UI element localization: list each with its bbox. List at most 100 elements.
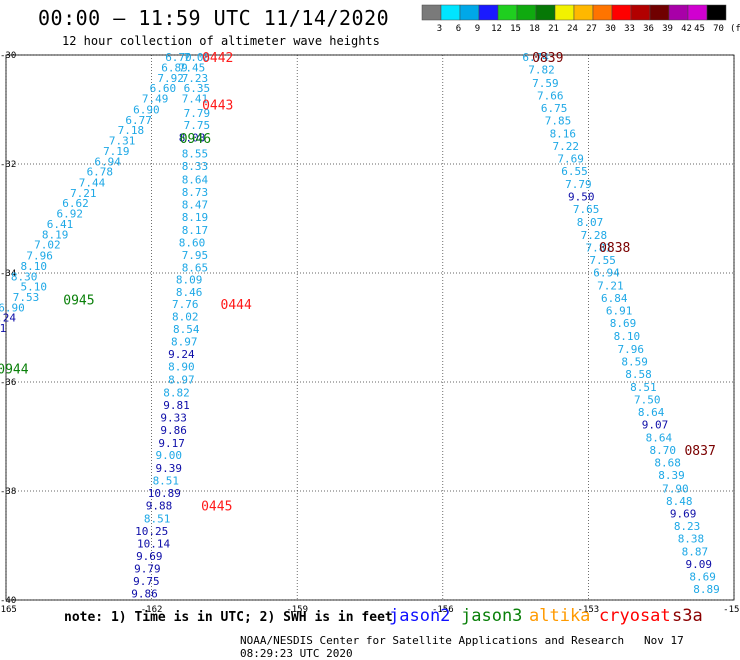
wave-height-value: 6.74	[522, 51, 549, 64]
wave-height-value: 6.70	[165, 51, 192, 64]
wave-height-value: 6.62	[62, 197, 89, 210]
scale-label: 18	[529, 24, 540, 34]
y-tick-label: -40	[0, 596, 16, 606]
wave-height-value: 7.21	[597, 280, 624, 293]
credit-org: NOAA/NESDIS Center for Satellite Applica…	[240, 634, 625, 647]
wave-height-value: 8.73	[182, 186, 209, 199]
wave-height-value: 7.81	[585, 241, 612, 254]
pass-time-label: 0946	[180, 132, 211, 147]
wave-height-value: 8.65	[182, 262, 209, 275]
wave-height-value: 6.92	[56, 208, 83, 221]
wave-height-value: 7.82	[528, 64, 555, 77]
scale-label: 39	[662, 24, 673, 34]
wave-height-value: 9.86	[131, 587, 158, 600]
wave-height-value: 8.54	[173, 323, 200, 336]
scale-swatch	[497, 4, 518, 21]
scale-label: 70	[713, 24, 724, 34]
wave-height-value: 9.07	[642, 419, 669, 432]
wave-height-value: 8.17	[182, 224, 209, 237]
scale-swatch	[440, 4, 461, 21]
wave-height-value: 9.39	[155, 462, 182, 475]
satellite-legend-item-jason3: jason3	[461, 606, 523, 626]
pass-time-label: 0944	[0, 362, 29, 377]
wave-height-value: 8.02	[172, 311, 199, 324]
plot-frame	[5, 54, 735, 601]
scale-swatch	[611, 4, 632, 21]
wave-height-value: 8.30	[11, 270, 38, 283]
wave-height-value: 8.89	[693, 583, 720, 596]
wave-height-value: 7.02	[34, 239, 61, 252]
wave-height-value: 9.69	[670, 507, 697, 520]
wave-height-value: 8.64	[182, 173, 209, 186]
wave-height-value: 6.60	[150, 82, 177, 95]
wave-height-value: 7.76	[172, 298, 199, 311]
x-tick-label: -150	[723, 605, 740, 615]
y-tick-label: -34	[0, 269, 16, 279]
scale-unit: (ft)	[730, 24, 740, 34]
wave-height-value: 7.21	[70, 187, 97, 200]
footer-note: note: 1) Time is in UTC; 2) SWH is in fe…	[64, 610, 393, 625]
scale-swatch	[630, 4, 651, 21]
scale-swatch	[535, 4, 556, 21]
wave-height-value: 8.97	[171, 336, 198, 349]
wave-height-value: 8.47	[182, 198, 209, 211]
wave-height-value: 8.97	[168, 373, 195, 386]
scale-swatch	[592, 4, 613, 21]
wave-height-value: 9.75	[133, 575, 160, 588]
wave-height-value: 8.51	[153, 475, 180, 488]
wave-height-value: 7.65	[573, 203, 600, 216]
wave-height-value: 9.88	[146, 500, 173, 513]
wave-height-value: 8.10	[614, 330, 641, 343]
pass-time-label: 0443	[202, 99, 233, 114]
pass-time-label: 0839	[532, 51, 563, 66]
wave-height-value: 8.59	[621, 355, 648, 368]
wave-height-value: 6.77	[125, 114, 152, 127]
wave-height-value: 5.10	[21, 281, 47, 294]
scale-label: 12	[491, 24, 502, 34]
pass-time-label: 0837	[684, 444, 715, 459]
wave-height-value: 7.92	[157, 72, 184, 85]
x-tick-label: -156	[432, 605, 454, 615]
wave-height-value: 8.51	[144, 512, 171, 525]
wave-height-value: 7.50	[634, 393, 661, 406]
wave-height-value: 8.39	[658, 469, 685, 482]
wave-height-value: 9.00	[155, 449, 182, 462]
wave-height-value: 7.19	[103, 145, 130, 158]
pass-time-labels: 0442 0443 0946 0945 0444 0944 0445 0839 0838 0837	[0, 51, 716, 515]
wave-height-value: 9.24	[168, 348, 195, 361]
wave-height-value: 6.35	[184, 82, 211, 95]
wave-height-value: 9.17	[158, 437, 185, 450]
scale-label: 3	[437, 24, 442, 34]
x-tick-label: -159	[286, 605, 308, 615]
satellite-legend-item-jason2: jason2	[389, 606, 451, 626]
wave-height-value: 7.18	[118, 124, 145, 137]
satellite-legend-item-s3a: s3a	[672, 606, 703, 626]
scale-label: 33	[624, 24, 635, 34]
wave-height-value: 10.25	[135, 525, 168, 538]
wave-height-value: 8.87	[682, 545, 709, 558]
scale-swatch	[573, 4, 594, 21]
wave-height-value: 7.23	[182, 72, 209, 85]
scale-label: 36	[643, 24, 654, 34]
satellite-legend-item-cryosat: cryosat	[599, 606, 671, 626]
wave-height-value: 6.78	[87, 166, 114, 179]
y-tick-label: -32	[0, 160, 16, 170]
wave-height-value: 9.79	[134, 562, 161, 575]
scale-label: 24	[567, 24, 578, 34]
wave-height-value: 8.19	[42, 228, 69, 241]
satellite-legend-item-altika: altika	[529, 606, 591, 626]
wave-height-value: 6.94	[94, 155, 121, 168]
scale-label: 45	[694, 24, 705, 34]
pass-time-label: 0444	[221, 298, 252, 313]
y-tick-label: -38	[0, 487, 16, 497]
wave-height-value: 7.45	[179, 62, 206, 75]
wave-height-value: 8.69	[610, 317, 637, 330]
wave-height-value: 7.59	[532, 77, 559, 90]
pass-time-label: 0838	[599, 241, 630, 256]
wave-height-value: 7.53	[13, 291, 40, 304]
y-tick-label: -36	[0, 378, 16, 388]
wave-height-value: 7.96	[26, 250, 53, 263]
scale-label: 21	[548, 24, 559, 34]
scale-swatch	[706, 4, 727, 21]
